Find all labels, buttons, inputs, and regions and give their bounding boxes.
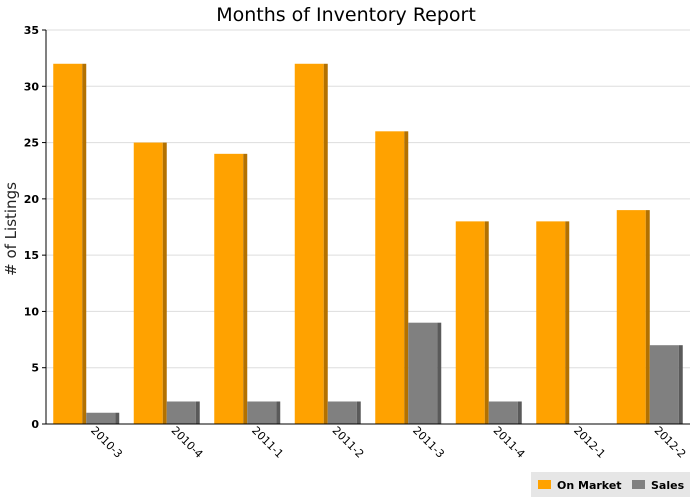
y-tick-label: 35: [24, 24, 39, 37]
bar-sales-side: [517, 401, 522, 424]
x-tick-label: 2011-2: [330, 424, 367, 461]
bar-on-market-side: [645, 210, 650, 424]
y-tick-label: 0: [31, 418, 39, 431]
bar-sales-side: [195, 401, 200, 424]
bar-sales-side: [276, 401, 281, 424]
y-axis-label: # of Listings: [2, 182, 20, 276]
legend-background: [531, 472, 690, 497]
bar-on-market-side: [565, 221, 570, 424]
bar-sales: [408, 322, 438, 424]
bar-on-market-side: [162, 142, 167, 425]
y-tick-label: 25: [24, 137, 39, 150]
bar-sales-side: [115, 412, 120, 424]
legend-label-sales: Sales: [651, 479, 685, 492]
bar-on-market: [294, 63, 324, 425]
y-tick-label: 30: [24, 80, 40, 93]
y-tick-label: 15: [24, 249, 39, 262]
legend-swatch-sales: [632, 480, 645, 489]
bar-on-market: [536, 221, 566, 424]
bar-sales: [86, 412, 116, 424]
bar-on-market: [375, 131, 405, 425]
y-tick-label: 20: [24, 193, 40, 206]
y-tick-label: 5: [31, 362, 39, 375]
bar-on-market-side: [404, 131, 409, 425]
chart-title: Months of Inventory Report: [216, 4, 476, 26]
bar-on-market: [214, 153, 244, 425]
legend-swatch-on-market: [538, 480, 551, 489]
axes: [45, 30, 690, 425]
x-tick-label: 2011-4: [491, 424, 528, 461]
bar-sales: [649, 345, 679, 424]
bar-sales: [488, 401, 518, 424]
x-tick-label: 2010-4: [169, 424, 206, 461]
x-tick-label: 2012-2: [652, 424, 689, 461]
bar-sales: [247, 401, 277, 424]
x-tick-label: 2011-1: [249, 424, 286, 461]
legend-label-on-market: On Market: [557, 479, 622, 492]
x-tick-label: 2011-3: [410, 424, 447, 461]
bar-on-market: [455, 221, 485, 424]
bar-on-market: [616, 210, 646, 424]
bar-sales-side: [356, 401, 361, 424]
x-tick-labels: 2010-3 2010-4 2011-1 2011-2 2011-3 2011-4 2012…: [88, 424, 688, 461]
bar-on-market: [133, 142, 163, 425]
y-tick-labels: 0 5 10 15 20 25 30 35: [24, 24, 46, 431]
bar-on-market-side: [243, 153, 248, 425]
y-tick-label: 10: [24, 305, 40, 318]
bar-on-market-side: [484, 221, 489, 424]
x-tick-label: 2012-1: [571, 424, 608, 461]
bar-sales: [327, 401, 357, 424]
bar-on-market-side: [82, 63, 87, 425]
bar-sales-side: [678, 345, 683, 424]
x-tick-label: 2010-3: [88, 424, 125, 461]
bar-on-market-side: [323, 63, 328, 425]
bar-sales-side: [437, 322, 442, 424]
bar-on-market: [53, 63, 83, 425]
bars: [53, 63, 683, 425]
bar-sales: [166, 401, 196, 424]
legend: On Market Sales: [531, 472, 690, 497]
